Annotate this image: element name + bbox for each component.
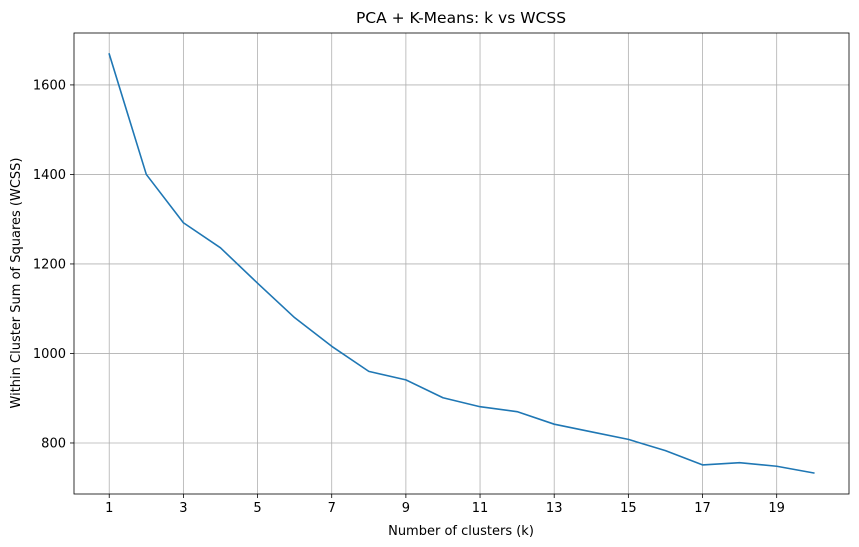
x-tick-label: 1 (105, 501, 113, 516)
series-line (108, 53, 815, 474)
plot-frame (73, 32, 850, 495)
x-tick-label: 15 (620, 501, 637, 516)
y-tick-label: 1000 (33, 347, 66, 362)
y-axis-label: Within Cluster Sum of Squares (WCSS) (9, 158, 24, 409)
y-tick-label: 1400 (33, 168, 66, 183)
x-tick-label: 17 (694, 501, 711, 516)
series-layer (108, 53, 815, 474)
y-tick-label: 1600 (33, 78, 66, 93)
chart-title: PCA + K-Means: k vs WCSS (356, 9, 566, 27)
x-tick-label: 13 (546, 501, 563, 516)
x-tick-label: 11 (472, 501, 489, 516)
grid-lines (74, 33, 849, 494)
x-axis-label: Number of clusters (k) (388, 524, 534, 539)
y-tick-label: 1200 (33, 257, 66, 272)
x-tick-label: 7 (328, 501, 336, 516)
x-tick-label: 3 (179, 501, 187, 516)
x-tick-label: 19 (768, 501, 785, 516)
x-tick-label: 5 (253, 501, 261, 516)
x-tick-label: 9 (402, 501, 410, 516)
y-tick-label: 800 (41, 436, 66, 451)
